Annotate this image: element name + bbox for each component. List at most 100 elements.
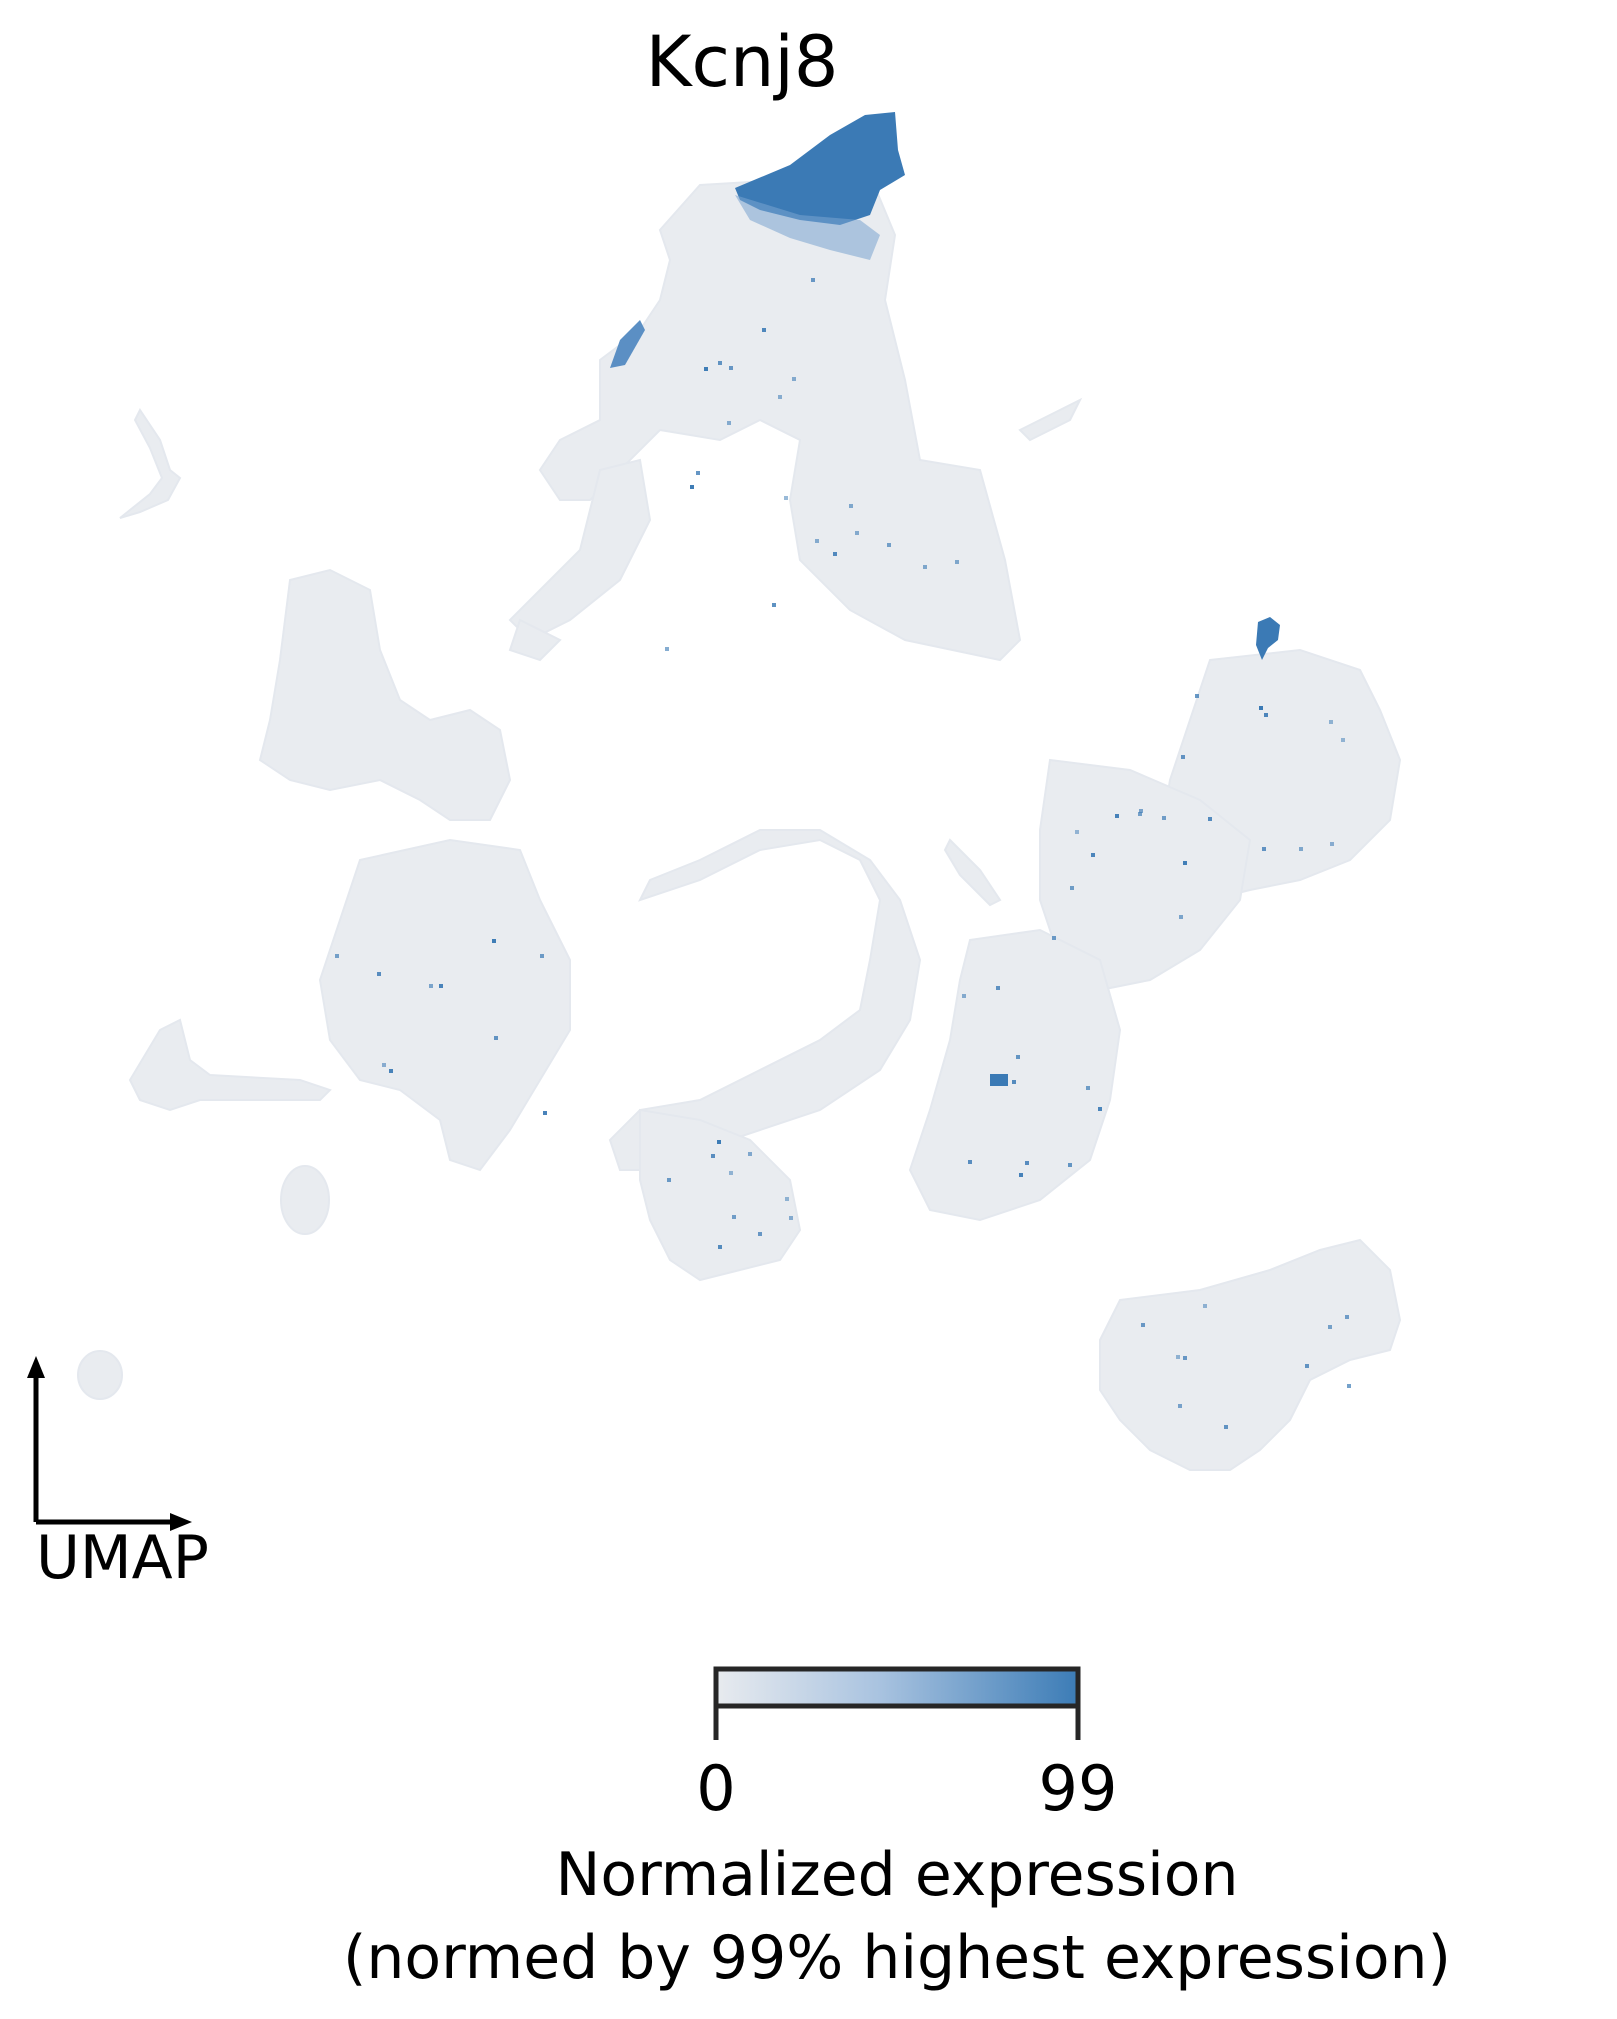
cluster-island-2: [77, 1350, 123, 1400]
expressing-cell: [696, 471, 700, 475]
cluster-top: [538, 173, 1022, 662]
expressing-cell: [1012, 1080, 1016, 1084]
expressing-cell: [1262, 847, 1266, 851]
expressing-cell: [711, 1154, 715, 1158]
expressing-cell: [1195, 694, 1199, 698]
expressing-cell: [1139, 809, 1143, 813]
expressing-cell: [1098, 1107, 1102, 1111]
expressing-cell: [1091, 853, 1095, 857]
expressing-cell: [389, 1069, 393, 1073]
expressing-cell: [1052, 936, 1056, 940]
cluster-lower-center: [908, 928, 1122, 1222]
hot-region-right-nub: [1256, 617, 1280, 660]
hot-region-streak: [610, 320, 645, 368]
expressing-cell: [718, 361, 722, 365]
expressing-cell: [1328, 1325, 1332, 1329]
expressing-cell: [748, 1152, 752, 1156]
expressing-cell: [1176, 1355, 1180, 1359]
expressing-cell: [439, 984, 443, 988]
high-expression-regions: [610, 112, 1280, 1086]
expressing-cell: [718, 1245, 722, 1249]
cluster-left-stem: [508, 458, 652, 642]
expressing-cell: [1086, 1086, 1090, 1090]
cluster-upper-left: [258, 568, 512, 821]
expressing-cell: [1019, 1173, 1023, 1177]
expressing-cell: [667, 1178, 671, 1182]
expressing-cell: [1075, 830, 1079, 834]
hot-region-top-fade: [735, 195, 880, 260]
expressing-cell: [1141, 1323, 1145, 1327]
chart-title: Kcnj8: [646, 21, 839, 103]
umap-arrow-up-icon: [27, 1356, 45, 1378]
expressing-cell: [789, 1216, 793, 1220]
cluster-island-5: [943, 838, 1002, 907]
expressing-cell: [792, 377, 796, 381]
expressing-cell: [1347, 1384, 1351, 1388]
expressing-cell: [543, 1111, 547, 1115]
expressing-cell: [815, 539, 819, 543]
expressing-cell: [1115, 814, 1119, 818]
cluster-island-1: [280, 1165, 330, 1235]
expressing-cell: [762, 328, 766, 332]
expressing-cell: [540, 954, 544, 958]
cluster-bottom-center: [639, 1108, 802, 1282]
expressing-cell: [784, 496, 788, 500]
colorbar-title-line2: (normed by 99% highest expression): [343, 1923, 1451, 1993]
expressing-cell: [1178, 1404, 1182, 1408]
scattered-expressing-cells: [335, 278, 1351, 1429]
expressing-cell: [778, 395, 782, 399]
cell-clusters: [77, 173, 1402, 1471]
colorbar-title-line1: Normalized expression: [556, 1840, 1239, 1910]
hot-region-small: [990, 1074, 1008, 1086]
expressing-cell: [729, 1171, 733, 1175]
expressing-cell: [704, 367, 708, 371]
colorbar-max-label: 99: [1039, 1752, 1118, 1825]
cluster-left: [318, 838, 571, 1172]
expressing-cell: [833, 552, 837, 556]
expressing-cell: [1179, 915, 1183, 919]
expressing-cell: [382, 1063, 386, 1067]
expressing-cell: [1068, 1163, 1072, 1167]
expressing-cell: [727, 421, 731, 425]
umap-axis-indicator: [33, 1372, 176, 1525]
expressing-cell: [690, 485, 694, 489]
cluster-far-left-arm: [128, 1018, 332, 1112]
expressing-cell: [1329, 720, 1333, 724]
expressing-cell: [1181, 755, 1185, 759]
cluster-right-connector: [1039, 758, 1252, 992]
expressing-cell: [429, 984, 433, 988]
expressing-cell: [887, 543, 891, 547]
expressing-cell: [811, 278, 815, 282]
expressing-cell: [1259, 706, 1263, 710]
expressing-cell: [758, 1232, 762, 1236]
expressing-cell: [1208, 817, 1212, 821]
expressing-cell: [1070, 886, 1074, 890]
expressing-cell: [1203, 1304, 1207, 1308]
cluster-island-4: [1018, 397, 1083, 442]
expressing-cell: [849, 504, 853, 508]
expressing-cell: [1299, 847, 1303, 851]
expressing-cell: [1138, 812, 1142, 816]
expressing-cell: [665, 647, 669, 651]
expressing-cell: [717, 1140, 721, 1144]
colorbar-min-label: 0: [696, 1752, 735, 1825]
expressing-cell: [1345, 1315, 1349, 1319]
expressing-cell: [996, 986, 1000, 990]
expressing-cell: [1341, 738, 1345, 742]
expressing-cell: [855, 531, 859, 535]
expressing-cell: [1330, 842, 1334, 846]
expressing-cell: [492, 939, 496, 943]
cluster-island-3: [119, 408, 182, 519]
expressing-cell: [955, 560, 959, 564]
expressing-cell: [1183, 861, 1187, 865]
expressing-cell: [335, 954, 339, 958]
expressing-cell: [1016, 1055, 1020, 1059]
expressing-cell: [785, 1197, 789, 1201]
cluster-island-6: [508, 618, 562, 662]
umap-arrow-right-icon: [170, 1513, 192, 1531]
expressing-cell: [729, 366, 733, 370]
expressing-cell: [962, 994, 966, 998]
expressing-cell: [968, 1160, 972, 1164]
expressing-cell: [1025, 1161, 1029, 1165]
